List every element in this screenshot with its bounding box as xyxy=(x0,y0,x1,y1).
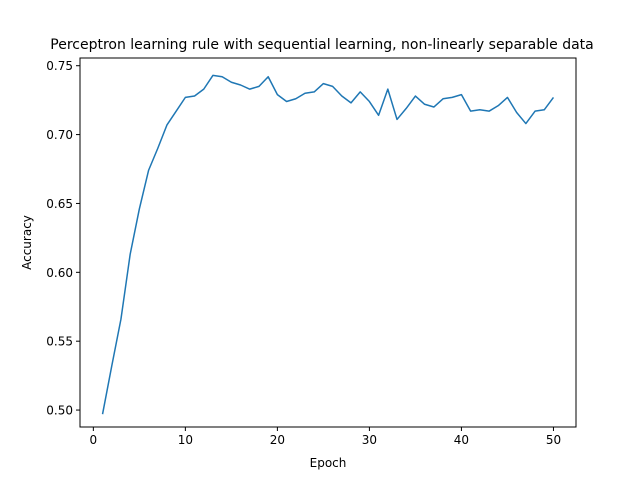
x-axis: 0 10 20 30 40 50 xyxy=(90,427,561,447)
x-tick-label: 50 xyxy=(546,433,561,447)
x-tick-label: 30 xyxy=(362,433,377,447)
y-tick-label: 0.65 xyxy=(46,197,73,211)
y-tick-label: 0.70 xyxy=(46,128,73,142)
y-tick-label: 0.60 xyxy=(46,266,73,280)
x-tick-label: 10 xyxy=(178,433,193,447)
y-axis-label: Accuracy xyxy=(20,215,34,270)
y-tick-label: 0.55 xyxy=(46,335,73,349)
y-tick-label: 0.50 xyxy=(46,404,73,418)
axes-frame xyxy=(79,57,577,428)
x-axis-label: Epoch xyxy=(310,456,347,470)
axes-background xyxy=(80,58,576,427)
y-tick-label: 0.75 xyxy=(46,59,73,73)
x-tick-label: 0 xyxy=(90,433,98,447)
x-tick-label: 20 xyxy=(270,433,285,447)
plot-area xyxy=(79,57,577,428)
chart-title: Perceptron learning rule with sequential… xyxy=(50,37,593,53)
series-layer xyxy=(101,74,555,415)
accuracy-series-line xyxy=(101,74,555,415)
y-axis: 0.50 0.55 0.60 0.65 0.70 0.75 xyxy=(46,59,80,418)
x-tick-label: 40 xyxy=(454,433,469,447)
